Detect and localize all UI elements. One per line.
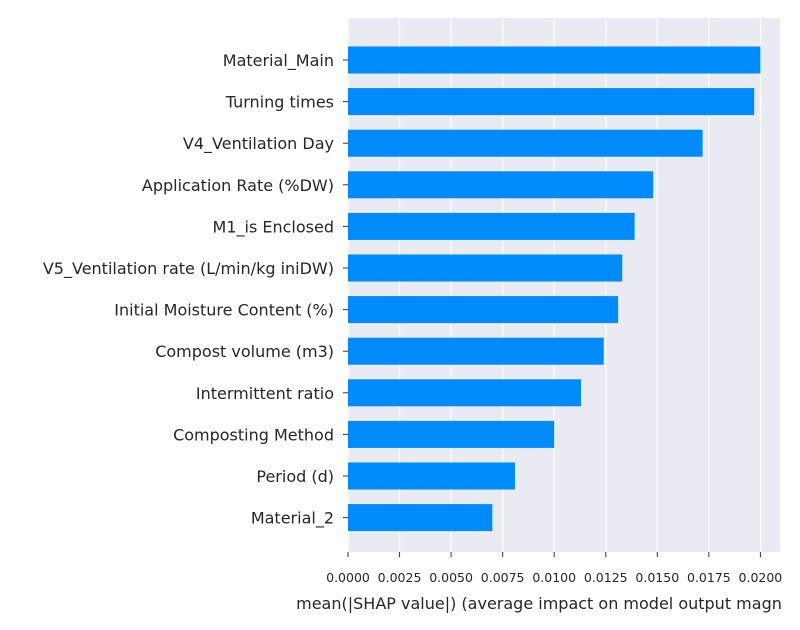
x-tick-label: 0.0150 — [635, 570, 679, 585]
category-label: Turning times — [225, 93, 334, 112]
bar — [348, 129, 703, 157]
x-tick-label: 0.0125 — [584, 570, 628, 585]
x-tick-label: 0.0050 — [429, 570, 473, 585]
category-label: Application Rate (%DW) — [142, 176, 334, 195]
category-label: Period (d) — [256, 467, 334, 486]
bar — [348, 88, 755, 116]
bar — [348, 171, 654, 199]
bar — [348, 254, 623, 282]
x-tick-label: 0.0075 — [481, 570, 525, 585]
x-tick-label: 0.0025 — [378, 570, 422, 585]
x-tick-label: 0.0175 — [687, 570, 731, 585]
category-label: V5_Ventilation rate (L/min/kg iniDW) — [43, 259, 334, 279]
bar — [348, 379, 582, 407]
x-tick-labels: 0.0000 0.0025 0.0050 0.0075 0.0100 0.0125 0.01… — [326, 552, 782, 585]
bar — [348, 504, 493, 532]
x-tick-label: 0.0100 — [532, 570, 576, 585]
bar — [348, 46, 761, 74]
category-labels: Material_Main Turning times V4_Ventilation… — [43, 51, 348, 529]
category-label: Material_2 — [251, 509, 334, 529]
category-label: V4_Ventilation Day — [183, 134, 334, 154]
bar — [348, 296, 619, 324]
bar — [348, 420, 555, 448]
category-label: Intermittent ratio — [196, 384, 334, 403]
category-label: Material_Main — [223, 51, 334, 71]
bar — [348, 462, 516, 490]
category-label: M1_is Enclosed — [213, 217, 334, 237]
x-tick-label: 0.0200 — [739, 570, 783, 585]
category-label: Compost volume (m3) — [155, 342, 334, 361]
bar — [348, 337, 604, 365]
bars — [348, 46, 761, 532]
bar — [348, 212, 635, 240]
category-label: Initial Moisture Content (%) — [114, 301, 334, 320]
category-label: Composting Method — [173, 425, 334, 444]
x-tick-label: 0.0000 — [326, 570, 370, 585]
x-axis-label: mean(|SHAP value|) (average impact on mo… — [296, 594, 782, 613]
